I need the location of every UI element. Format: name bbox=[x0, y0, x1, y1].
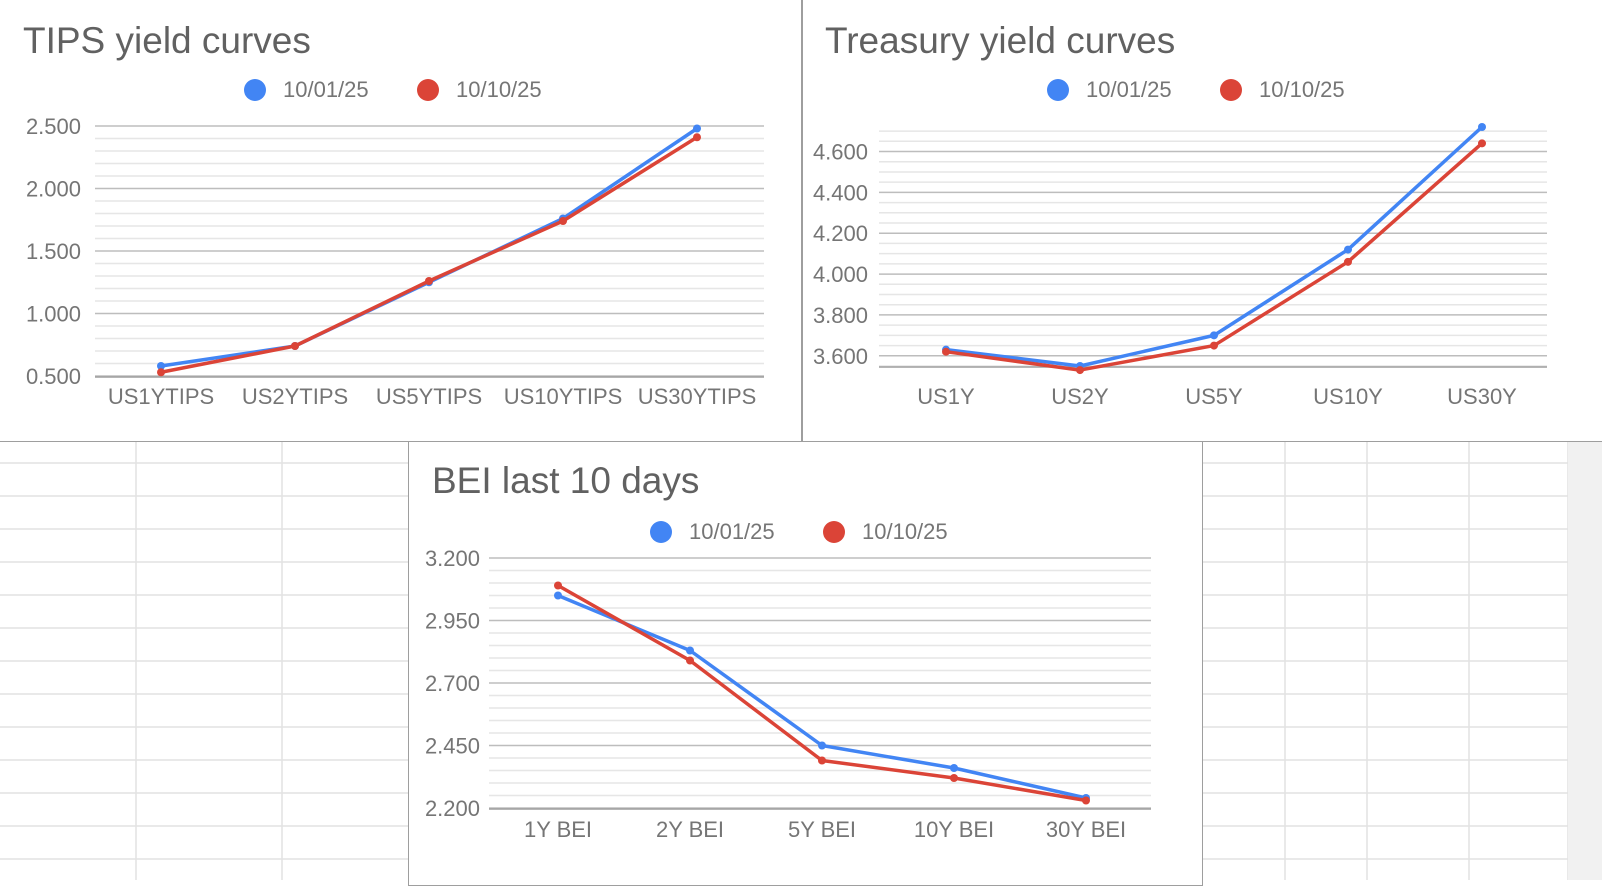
legend-marker-10-10-25 bbox=[823, 521, 845, 543]
x-tick-label: US5Y bbox=[1185, 384, 1243, 409]
y-tick-label: 2.500 bbox=[26, 114, 81, 139]
y-tick-label: 4.400 bbox=[813, 180, 868, 205]
x-tick-label: 1Y BEI bbox=[524, 817, 592, 842]
data-point[interactable] bbox=[1344, 245, 1352, 254]
data-point[interactable] bbox=[1478, 123, 1486, 131]
data-point[interactable] bbox=[157, 368, 165, 377]
plot-area: 2.200 2.450 2.700 2.950 3.200 1Y BEI 2Y BEI 5Y … bbox=[425, 546, 1151, 842]
data-point[interactable] bbox=[818, 756, 826, 765]
plot-area: 3.600 3.800 4.000 4.200 4.400 4.600 US1Y US2Y US… bbox=[813, 123, 1547, 409]
y-tick-label: 1.500 bbox=[26, 239, 81, 264]
data-point[interactable] bbox=[425, 277, 433, 285]
chart-title: Treasury yield curves bbox=[825, 20, 1175, 61]
chart-title: TIPS yield curves bbox=[23, 20, 311, 61]
legend: 10/01/25 10/10/25 bbox=[1047, 77, 1345, 102]
data-point[interactable] bbox=[291, 342, 299, 350]
y-tick-label: 2.450 bbox=[425, 734, 480, 759]
x-tick-label: 30Y BEI bbox=[1046, 817, 1126, 842]
x-tick-label: 5Y BEI bbox=[788, 817, 856, 842]
data-point[interactable] bbox=[1344, 257, 1352, 266]
y-tick-label: 4.200 bbox=[813, 221, 868, 246]
data-point[interactable] bbox=[157, 362, 165, 370]
x-tick-label: US1Y bbox=[917, 384, 975, 409]
legend-label-10-01-25: 10/01/25 bbox=[1086, 77, 1172, 102]
series-line-10-10-25 bbox=[557, 583, 1087, 803]
data-point[interactable] bbox=[942, 347, 950, 356]
legend-marker-10-01-25 bbox=[244, 79, 266, 101]
x-tick-label: US10YTIPS bbox=[504, 384, 623, 409]
x-tick-label: US10Y bbox=[1313, 384, 1383, 409]
bei-chart-svg: BEI last 10 days 10/01/25 10/10/25 2.200… bbox=[425, 460, 1151, 842]
y-tick-label: 3.200 bbox=[425, 546, 480, 571]
y-tick-label: 2.000 bbox=[26, 177, 81, 202]
legend-label-10-01-25: 10/01/25 bbox=[689, 519, 775, 544]
legend-marker-10-01-25 bbox=[650, 521, 672, 543]
y-tick-label: 3.800 bbox=[813, 303, 868, 328]
data-point[interactable] bbox=[1210, 331, 1218, 340]
x-tick-label: US2Y bbox=[1051, 384, 1109, 409]
legend: 10/01/25 10/10/25 bbox=[650, 519, 948, 544]
y-tick-label: 1.000 bbox=[26, 302, 81, 327]
y-tick-label: 0.500 bbox=[26, 364, 81, 389]
legend-marker-10-10-25 bbox=[1220, 79, 1242, 101]
legend-marker-10-10-25 bbox=[417, 79, 439, 101]
data-point[interactable] bbox=[1210, 341, 1218, 350]
legend-marker-10-01-25 bbox=[1047, 79, 1069, 101]
series-line-10-10-25 bbox=[160, 135, 698, 374]
x-tick-label: 2Y BEI bbox=[656, 817, 724, 842]
data-point[interactable] bbox=[1082, 796, 1090, 805]
legend: 10/01/25 10/10/25 bbox=[244, 77, 542, 102]
data-point[interactable] bbox=[950, 774, 958, 782]
bei-last-10-days-chart[interactable]: BEI last 10 days 10/01/25 10/10/25 2.200… bbox=[408, 441, 1203, 886]
x-tick-label: US5YTIPS bbox=[376, 384, 482, 409]
legend-label-10-01-25: 10/01/25 bbox=[283, 77, 369, 102]
y-tick-label: 2.200 bbox=[425, 796, 480, 821]
y-tick-label: 3.600 bbox=[813, 344, 868, 369]
x-tick-label: US1YTIPS bbox=[108, 384, 214, 409]
tips-yield-curves-chart[interactable]: TIPS yield curves 10/01/25 10/10/25 0.50… bbox=[0, 0, 802, 442]
data-point[interactable] bbox=[693, 133, 701, 142]
data-point[interactable] bbox=[554, 591, 562, 600]
data-point[interactable] bbox=[950, 764, 958, 772]
legend-label-10-10-25: 10/10/25 bbox=[1259, 77, 1345, 102]
treasury-yield-curves-chart[interactable]: Treasury yield curves 10/01/25 10/10/25 … bbox=[802, 0, 1602, 442]
data-point[interactable] bbox=[686, 646, 694, 655]
data-point[interactable] bbox=[818, 741, 826, 750]
legend-label-10-10-25: 10/10/25 bbox=[456, 77, 542, 102]
data-point[interactable] bbox=[1076, 366, 1084, 375]
legend-label-10-10-25: 10/10/25 bbox=[862, 519, 948, 544]
sheet-scroll-column bbox=[1568, 440, 1602, 880]
data-point[interactable] bbox=[554, 581, 562, 590]
data-point[interactable] bbox=[559, 217, 567, 225]
y-tick-label: 4.000 bbox=[813, 262, 868, 287]
x-tick-label: US30Y bbox=[1447, 384, 1517, 409]
x-tick-label: US2YTIPS bbox=[242, 384, 348, 409]
data-point[interactable] bbox=[686, 656, 694, 665]
chart-title: BEI last 10 days bbox=[432, 460, 699, 501]
data-point[interactable] bbox=[1478, 139, 1486, 148]
series-line-10-01-25 bbox=[945, 125, 1484, 368]
treasury-chart-svg: Treasury yield curves 10/01/25 10/10/25 … bbox=[813, 20, 1547, 409]
y-tick-label: 2.950 bbox=[425, 609, 480, 634]
plot-area: 0.500 1.000 1.500 2.000 2.500 US1YTIPS US2YTIP… bbox=[26, 114, 764, 409]
x-tick-label: 10Y BEI bbox=[914, 817, 994, 842]
y-tick-label: 4.600 bbox=[813, 140, 868, 165]
x-tick-label: US30YTIPS bbox=[638, 384, 757, 409]
tips-chart-svg: TIPS yield curves 10/01/25 10/10/25 0.50… bbox=[23, 20, 764, 409]
series-line-10-01-25 bbox=[557, 593, 1087, 800]
y-tick-label: 2.700 bbox=[425, 671, 480, 696]
data-point[interactable] bbox=[693, 124, 701, 133]
